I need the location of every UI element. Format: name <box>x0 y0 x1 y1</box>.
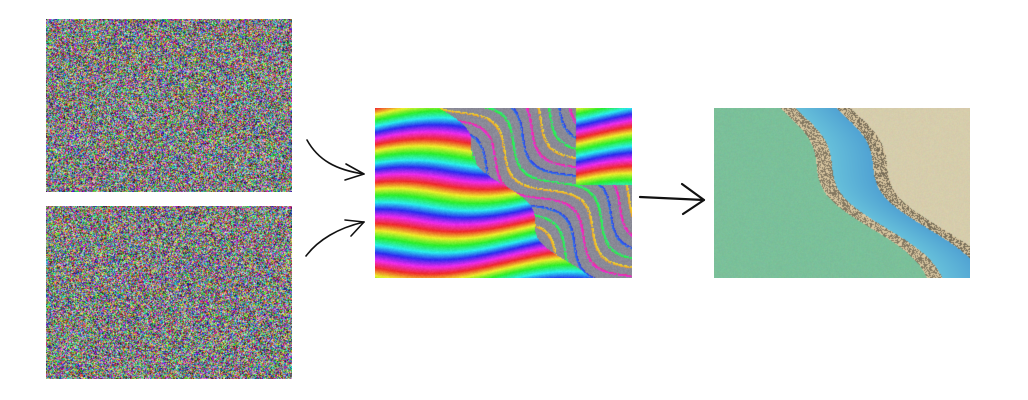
arrow-bottom-input-icon <box>305 219 365 257</box>
arrow-output-icon <box>638 182 706 216</box>
arrow-top-input-icon <box>306 139 365 181</box>
elevation-model-image <box>714 108 970 278</box>
noise-image-top <box>46 19 292 192</box>
noise-image-top-canvas <box>46 19 292 192</box>
interferogram-canvas <box>375 108 632 278</box>
noise-image-bottom <box>46 206 292 379</box>
interferogram-image <box>375 108 632 278</box>
elevation-model-canvas <box>714 108 970 278</box>
noise-image-bottom-canvas <box>46 206 292 379</box>
